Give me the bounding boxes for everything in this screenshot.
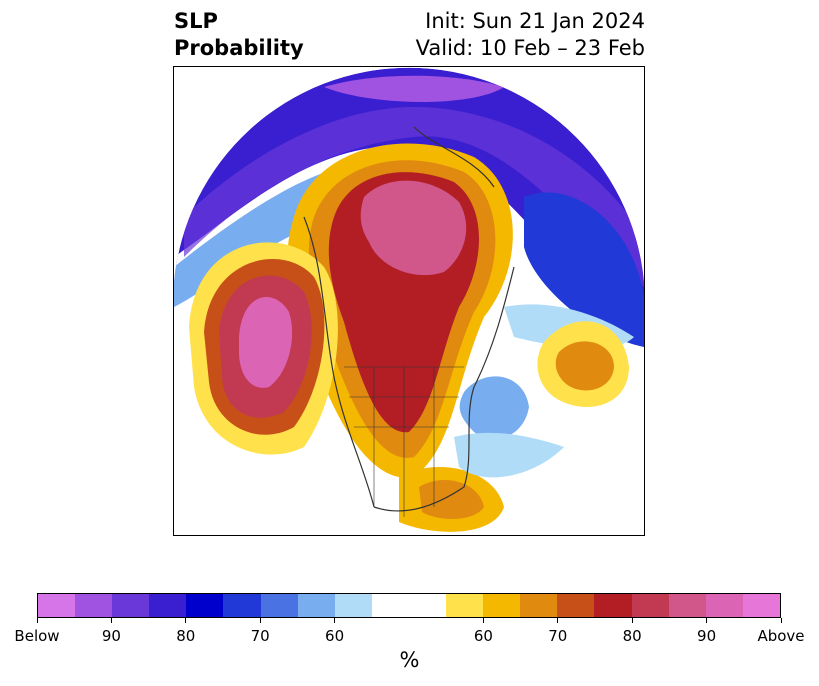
colorbar-tick-label: 70 xyxy=(250,627,270,645)
below-outer-band xyxy=(184,107,644,287)
colorbar-tick xyxy=(706,618,708,623)
below-eastcoast-light xyxy=(454,432,564,478)
colorbar-segment xyxy=(112,594,150,617)
colorbar-tick xyxy=(334,618,336,623)
colorbar-segment xyxy=(38,594,76,617)
colorbar-segment xyxy=(520,594,558,617)
below-east xyxy=(524,192,644,347)
above-gulf-core xyxy=(419,479,484,519)
colorbar-segment xyxy=(705,594,743,617)
colorbar-segment xyxy=(557,594,595,617)
title-line-2: Probability xyxy=(174,36,304,60)
colorbar-segment xyxy=(408,594,447,617)
colorbar-segment xyxy=(297,594,335,617)
colorbar-tick-label: 70 xyxy=(548,627,568,645)
colorbar-segment xyxy=(594,594,632,617)
colorbar-tick-label: 60 xyxy=(473,627,493,645)
colorbar-tick xyxy=(482,618,484,623)
colorbar-tick xyxy=(259,618,261,623)
colorbar-segment xyxy=(631,594,669,617)
colorbar-segment xyxy=(334,594,372,617)
coastline xyxy=(303,126,515,512)
colorbar-tick-label: 60 xyxy=(325,627,345,645)
colorbar-segment xyxy=(149,594,187,617)
below-core xyxy=(324,75,504,102)
colorbar-tick xyxy=(36,618,38,623)
colorbar-segment xyxy=(75,594,113,617)
forecast-dates: Init: Sun 21 Jan 2024 Valid: 10 Feb – 23… xyxy=(416,8,645,62)
below-normal-region xyxy=(174,67,644,327)
colorbar-segment xyxy=(223,594,261,617)
colorbar-tick xyxy=(185,618,187,623)
colorbar-segment xyxy=(742,594,780,617)
colorbar-tick-label: Below xyxy=(14,627,60,645)
colorbar-segment xyxy=(260,594,298,617)
above-atlantic-core xyxy=(555,341,614,391)
colorbar-tick-label: 90 xyxy=(101,627,121,645)
colorbar-segment xyxy=(186,594,224,617)
above-core xyxy=(360,180,467,276)
title-line-1: SLP xyxy=(174,9,218,33)
colorbar-segment xyxy=(668,594,706,617)
map-title: SLP Probability xyxy=(174,8,304,62)
colorbar-tick xyxy=(780,618,782,623)
colorbar-tick-label: 90 xyxy=(697,627,717,645)
colorbar-tick-label: 80 xyxy=(176,627,196,645)
valid-range: Valid: 10 Feb – 23 Feb xyxy=(415,36,645,60)
colorbar-tick xyxy=(631,618,633,623)
colorbar-unit: % xyxy=(399,648,420,672)
colorbar-segment xyxy=(483,594,521,617)
colorbar-tick xyxy=(557,618,559,623)
init-date: Init: Sun 21 Jan 2024 xyxy=(425,9,645,33)
colorbar-segment xyxy=(446,594,484,617)
map-canvas xyxy=(174,67,644,532)
above-west-core xyxy=(239,297,293,388)
colorbar-tick-label: 80 xyxy=(622,627,642,645)
below-eastcoast xyxy=(459,376,529,439)
colorbar-segment xyxy=(371,594,409,617)
colorbar-ticks: Below 90 80 70 60 60 70 80 90 Above xyxy=(14,618,805,648)
colorbar-tick xyxy=(110,618,112,623)
colorbar-tick-label: Above xyxy=(757,627,805,645)
colorbar xyxy=(37,593,781,618)
state-borders xyxy=(344,366,464,517)
probability-map xyxy=(173,66,645,536)
